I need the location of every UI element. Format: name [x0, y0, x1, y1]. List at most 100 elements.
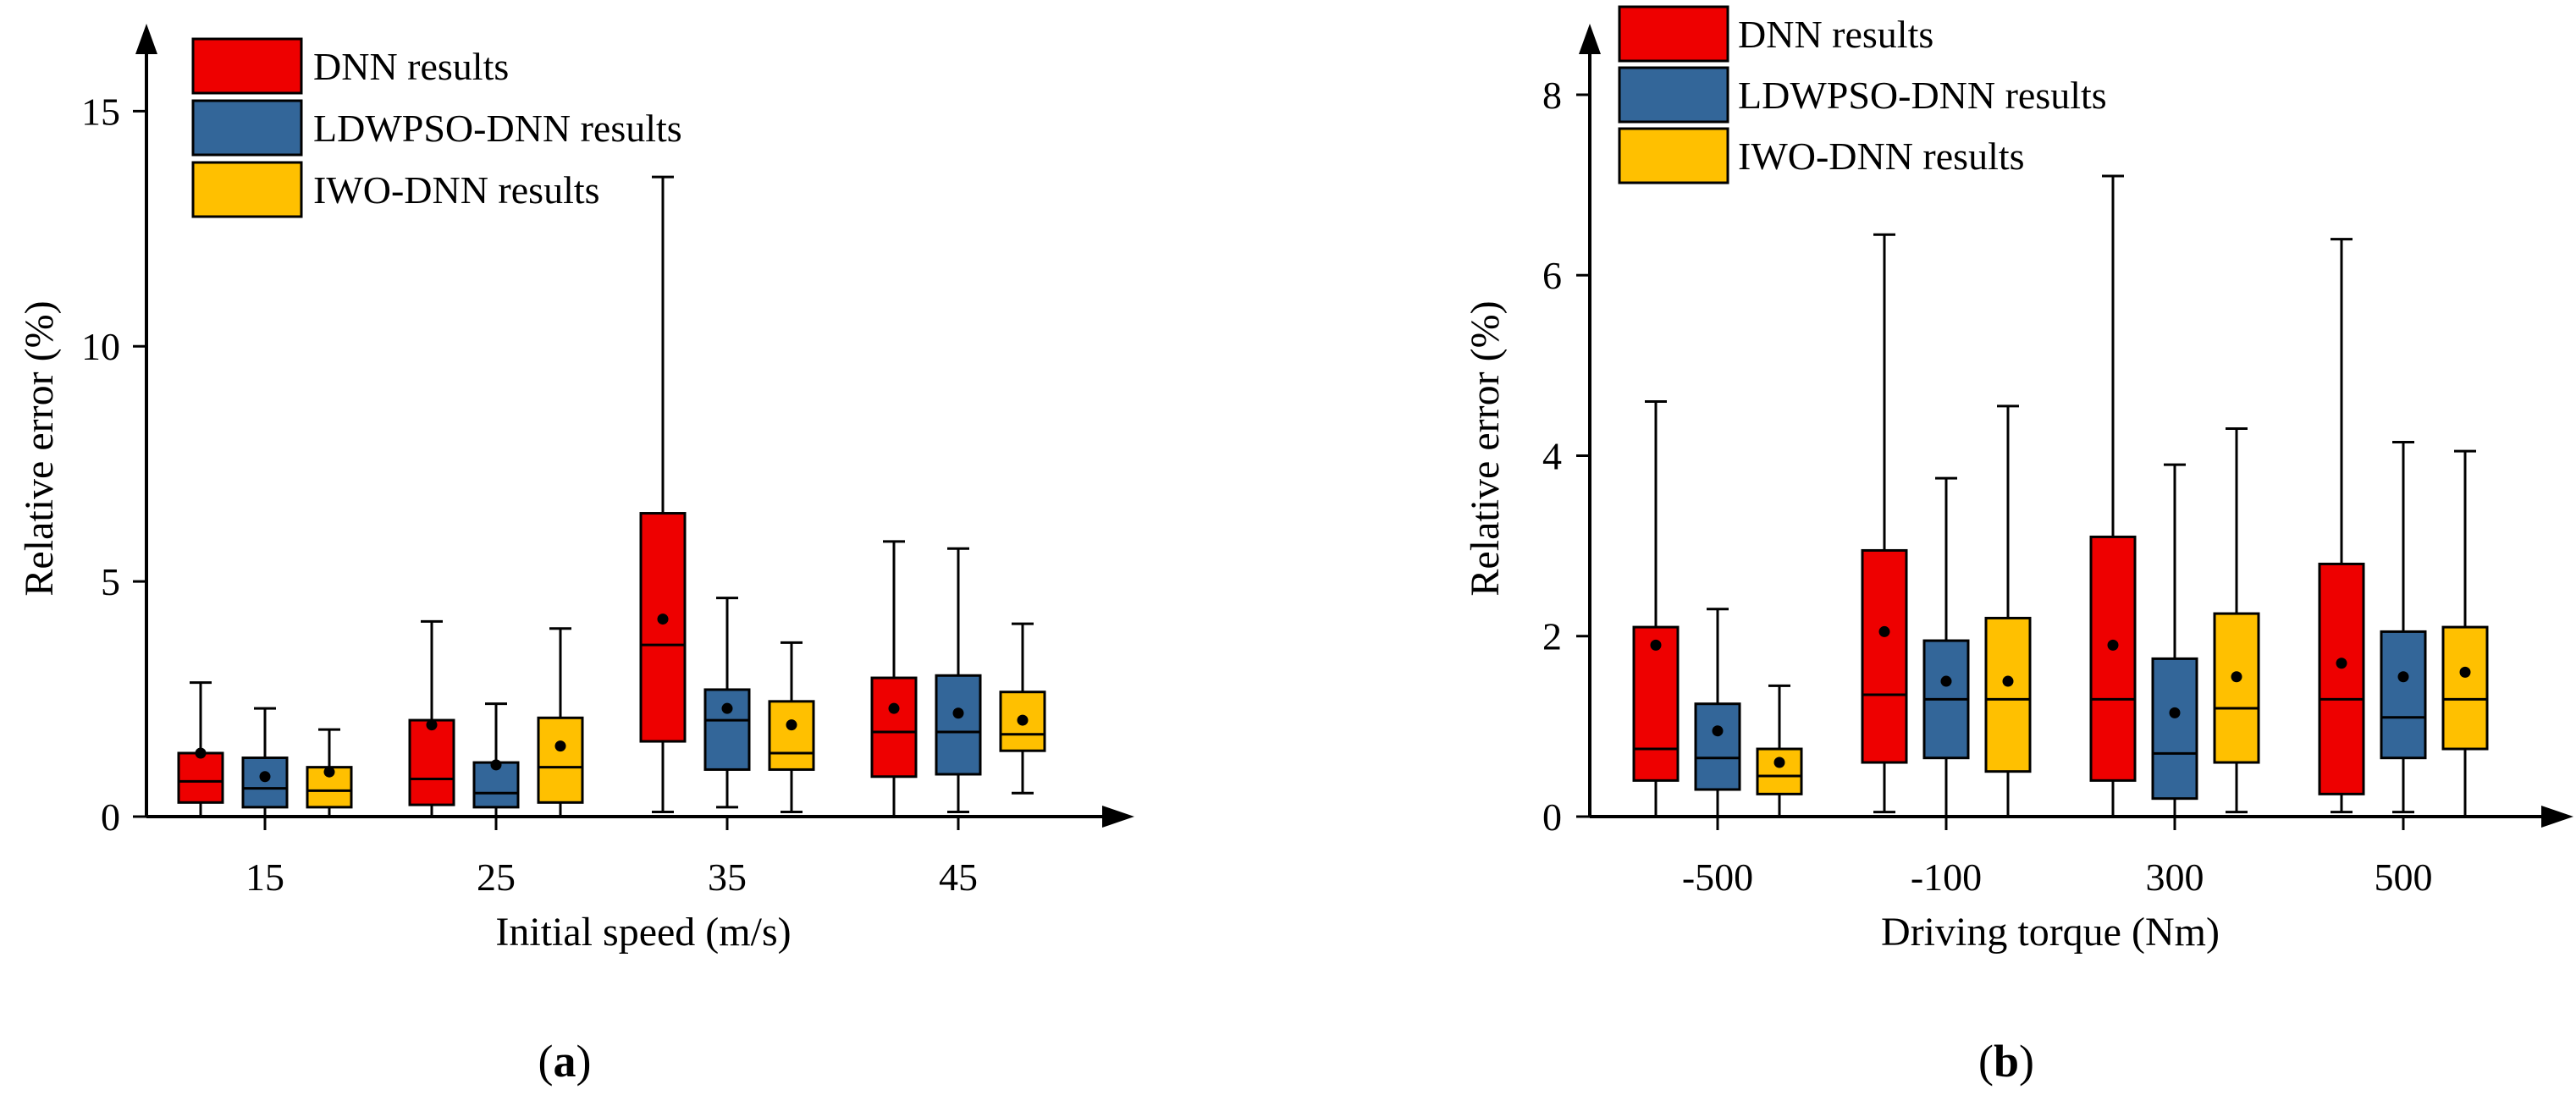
box-iwo-15	[306, 728, 353, 818]
legend-label-iwo: IWO-DNN results	[1738, 135, 2025, 178]
legend-label-dnn: DNN results	[1738, 13, 1933, 56]
box-body	[639, 512, 687, 743]
box-dnn-15	[177, 681, 224, 818]
mean-point	[952, 707, 964, 719]
box-iwo-35	[768, 641, 815, 813]
legend-swatch-dnn	[1618, 5, 1729, 63]
mean-point	[426, 719, 438, 731]
mean-point	[323, 766, 335, 778]
mean-point	[888, 702, 900, 714]
box-dnn--100	[1861, 233, 1908, 814]
y-axis-arrow-icon	[135, 24, 157, 54]
box-dnn-45	[870, 540, 918, 818]
box-dnn-300	[2089, 174, 2137, 818]
mean-point	[195, 747, 207, 759]
box-iwo--100	[1984, 404, 2032, 818]
legend-swatch-dnn	[191, 37, 303, 95]
box-body	[768, 700, 815, 771]
box-ldwpso-500	[2380, 440, 2427, 814]
box-ldwpso-45	[935, 547, 982, 813]
mean-point	[657, 614, 669, 625]
x-tick-label: 300	[2146, 856, 2204, 899]
y-tick-label: 4	[1542, 434, 1562, 477]
panel-label-letter: a	[554, 1036, 576, 1087]
box-body	[2441, 625, 2489, 751]
mean-point	[1650, 639, 1662, 651]
x-tick-label: -500	[1682, 856, 1753, 899]
panel-label-open: (	[538, 1036, 554, 1087]
y-axis-label: Relative error (%)	[17, 300, 62, 596]
box-ldwpso--500	[1694, 608, 1741, 818]
legend-swatch-ldwpso	[191, 99, 303, 157]
legend-label-dnn: DNN results	[313, 45, 509, 88]
x-tick-label: 35	[708, 856, 747, 899]
mean-point	[2397, 671, 2409, 683]
box-dnn--500	[1632, 400, 1680, 818]
legend-label-ldwpso: LDWPSO-DNN results	[1738, 74, 2107, 117]
box-iwo-300	[2213, 427, 2260, 814]
legend-swatch-iwo	[1618, 127, 1729, 184]
x-tick-label: -100	[1911, 856, 1982, 899]
box-body	[408, 718, 455, 806]
y-tick-label: 0	[1542, 795, 1562, 839]
box-body	[870, 676, 918, 779]
x-tick-label: 45	[939, 856, 978, 899]
y-tick-label: 2	[1542, 615, 1562, 658]
box-ldwpso-35	[703, 597, 751, 809]
legend-swatch-ldwpso	[1618, 66, 1729, 124]
panel-label: (b)	[1978, 1036, 2034, 1087]
x-tick-label: 15	[245, 856, 284, 899]
mean-point	[786, 719, 797, 731]
x-tick-label: 500	[2375, 856, 2433, 899]
mean-point	[1940, 675, 1952, 687]
box-dnn-500	[2318, 238, 2365, 814]
box-iwo-25	[537, 627, 584, 818]
y-axis-label: Relative error (%)	[1463, 300, 1508, 596]
box-body	[935, 674, 982, 776]
x-axis-arrow-icon	[1102, 806, 1134, 828]
panel-label: (a)	[538, 1036, 592, 1087]
y-tick-label: 8	[1542, 74, 1562, 117]
box-body	[2089, 535, 2137, 782]
mean-point	[1878, 625, 1890, 637]
box-ldwpso-15	[241, 707, 289, 818]
panel-label-close: )	[2019, 1036, 2034, 1087]
box-iwo-45	[999, 622, 1046, 795]
box-dnn-35	[639, 175, 687, 813]
legend-label-iwo: IWO-DNN results	[313, 168, 600, 212]
chart-panel-a: 0 5 10 15 15 25 35 45 DNN results LDWPSO-DNN resu…	[17, 24, 1134, 1087]
mean-point	[2459, 666, 2471, 678]
box-iwo-500	[2441, 449, 2489, 818]
mean-point	[2002, 675, 2014, 687]
y-tick-label: 15	[81, 90, 120, 133]
box-body	[703, 688, 751, 771]
mean-point	[1017, 714, 1029, 726]
box-body	[1694, 702, 1741, 791]
mean-point	[721, 702, 733, 714]
box-body	[2318, 562, 2365, 795]
box-body	[2213, 612, 2260, 764]
mean-point	[554, 740, 566, 752]
box-body	[241, 757, 289, 809]
y-tick-label: 6	[1542, 254, 1562, 297]
chart-panel-b: 0 2 4 6 8 -500 -100 300 500 DNN results LDWPSO-DNN…	[1463, 5, 2573, 1087]
box-body	[537, 716, 584, 804]
box-body	[1861, 548, 1908, 764]
x-axis-arrow-icon	[2541, 806, 2573, 828]
y-axis-arrow-icon	[1579, 24, 1601, 54]
panel-label-close: )	[576, 1036, 592, 1087]
mean-point	[2169, 707, 2181, 718]
y-tick-label: 10	[81, 325, 120, 368]
box-iwo--500	[1756, 684, 1803, 818]
legend-label-ldwpso: LDWPSO-DNN results	[313, 107, 682, 150]
panel-label-open: (	[1978, 1036, 1994, 1087]
box-ldwpso-25	[472, 702, 520, 818]
mean-point	[1773, 757, 1785, 768]
x-tick-label: 25	[477, 856, 516, 899]
mean-point	[490, 759, 502, 771]
box-ldwpso--100	[1922, 476, 1970, 818]
y-tick-label: 0	[101, 795, 120, 839]
mean-point	[1712, 725, 1724, 737]
panel-label-letter: b	[1994, 1036, 2019, 1087]
